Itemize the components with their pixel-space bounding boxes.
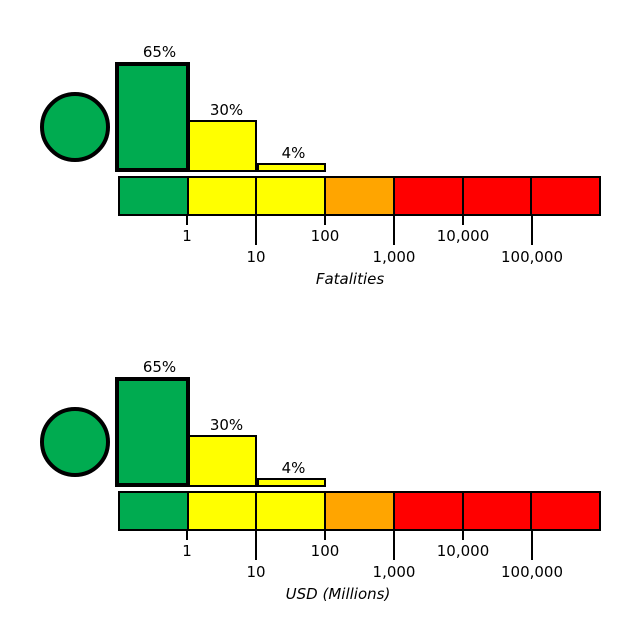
x-axis-tick-label: 10 xyxy=(246,563,266,581)
x-axis-tick xyxy=(393,531,395,560)
severity-cell-1 xyxy=(120,178,189,214)
x-axis-tick-label: 100 xyxy=(310,227,340,245)
histogram-bar-4pct xyxy=(257,478,326,487)
severity-cell-3 xyxy=(257,178,327,214)
severity-cell-2 xyxy=(188,178,258,214)
x-axis-tick xyxy=(324,216,326,225)
bar-value-label: 4% xyxy=(281,459,306,477)
x-axis-tick xyxy=(255,216,257,245)
green-circle-icon xyxy=(40,407,110,477)
histogram-bar-30pct xyxy=(188,120,257,172)
severity-cell-1 xyxy=(120,493,189,529)
x-axis-tick-label: 10,000 xyxy=(436,227,490,245)
severity-cell-6 xyxy=(463,178,533,214)
x-axis-tick xyxy=(186,216,188,225)
severity-scale-band xyxy=(118,491,601,531)
green-circle-icon xyxy=(40,92,110,162)
usd-millions-chart-panel: 65% 30% 4% 1 10 100 1,000 10,000 100,000 USD (Mil… xyxy=(0,315,640,630)
severity-cell-6 xyxy=(463,493,533,529)
histogram-bar-65pct xyxy=(115,377,190,487)
severity-cell-7 xyxy=(532,493,600,529)
severity-cell-4 xyxy=(326,178,395,214)
x-axis-tick xyxy=(393,216,395,245)
bar-value-label: 30% xyxy=(209,101,244,119)
x-axis-tick xyxy=(462,531,464,540)
severity-cell-4 xyxy=(326,493,395,529)
x-axis-tick-label: 1,000 xyxy=(372,563,416,581)
x-axis-title: Fatalities xyxy=(315,270,385,288)
x-axis-title: USD (Millions) xyxy=(285,585,391,603)
x-axis-tick-label: 10 xyxy=(246,248,266,266)
severity-cell-3 xyxy=(257,493,327,529)
x-axis-tick-label: 1 xyxy=(182,542,192,560)
x-axis-tick-label: 1 xyxy=(182,227,192,245)
severity-scale-band xyxy=(118,176,601,216)
x-axis-tick xyxy=(531,216,533,245)
histogram-bar-4pct xyxy=(257,163,326,172)
severity-cell-7 xyxy=(532,178,600,214)
bar-value-label: 65% xyxy=(142,358,177,376)
x-axis-tick xyxy=(255,531,257,560)
histogram-bar-65pct xyxy=(115,62,190,172)
severity-cell-2 xyxy=(188,493,258,529)
x-axis-tick-label: 100,000 xyxy=(500,248,564,266)
bar-value-label: 30% xyxy=(209,416,244,434)
x-axis-tick-label: 100,000 xyxy=(500,563,564,581)
x-axis-tick xyxy=(462,216,464,225)
bar-value-label: 4% xyxy=(281,144,306,162)
x-axis-tick xyxy=(324,531,326,540)
severity-cell-5 xyxy=(394,178,464,214)
x-axis-tick xyxy=(531,531,533,560)
bar-value-label: 65% xyxy=(142,43,177,61)
x-axis-tick-label: 10,000 xyxy=(436,542,490,560)
x-axis-tick-label: 1,000 xyxy=(372,248,416,266)
x-axis-tick xyxy=(186,531,188,540)
x-axis-tick-label: 100 xyxy=(310,542,340,560)
histogram-bar-30pct xyxy=(188,435,257,487)
severity-cell-5 xyxy=(394,493,464,529)
fatalities-chart-panel: 65% 30% 4% 1 10 100 1,000 10,000 100,000 Fataliti… xyxy=(40,43,601,288)
